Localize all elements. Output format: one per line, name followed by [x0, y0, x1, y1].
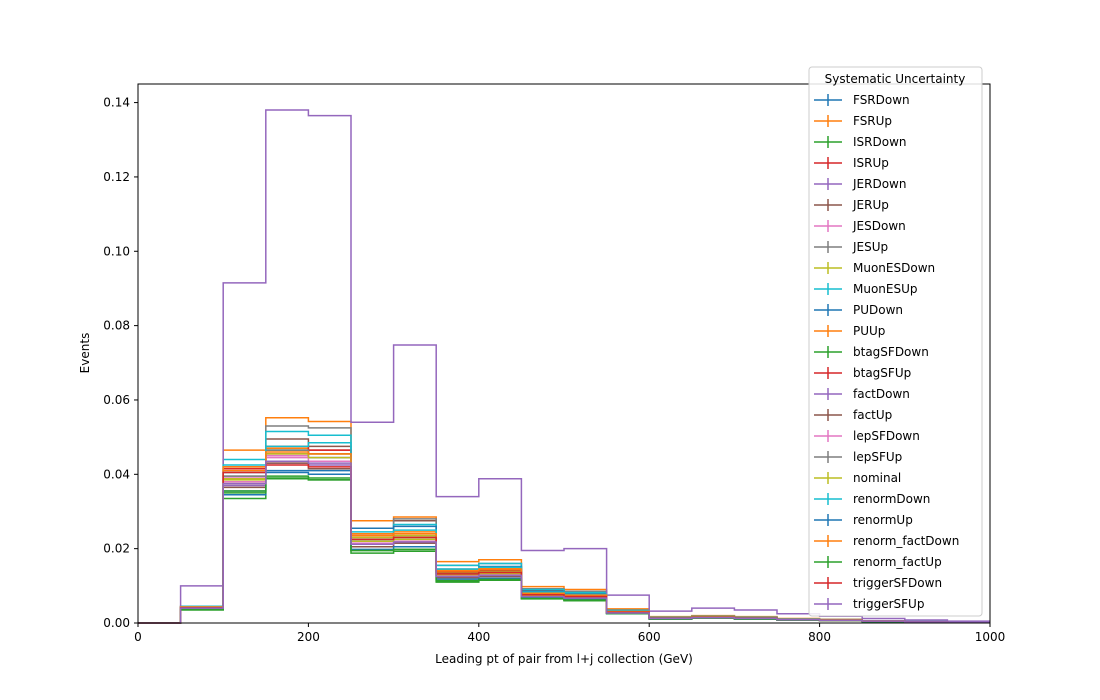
y-tick-label: 0.00 [103, 616, 130, 630]
legend-entry-factDown: factDown [814, 387, 910, 401]
legend-entry-PUUp: PUUp [814, 324, 885, 338]
legend-entry-renorm_factDown: renorm_factDown [814, 534, 959, 548]
legend-label: factDown [853, 387, 910, 401]
legend-label: btagSFUp [853, 366, 911, 380]
legend-entry-JERDown: JERDown [814, 177, 906, 191]
y-tick-label: 0.10 [103, 244, 130, 258]
x-tick-label: 200 [297, 630, 320, 644]
y-tick-label: 0.08 [103, 319, 130, 333]
legend-entry-btagSFUp: btagSFUp [814, 366, 911, 380]
legend-entry-PUDown: PUDown [814, 303, 903, 317]
legend-entry-lepSFDown: lepSFDown [814, 429, 920, 443]
legend-entry-lepSFUp: lepSFUp [814, 450, 902, 464]
legend-label: lepSFDown [853, 429, 920, 443]
series-line-triggerSFUp [138, 460, 990, 624]
x-tick-label: 0 [134, 630, 142, 644]
y-tick-label: 0.04 [103, 467, 130, 481]
legend-entry-FSRUp: FSRUp [814, 114, 892, 128]
legend-entry-JESUp: JESUp [814, 240, 888, 254]
legend-label: factUp [853, 408, 892, 422]
legend-label: renormDown [853, 492, 930, 506]
legend-label: triggerSFUp [853, 597, 924, 611]
legend-box [808, 66, 983, 617]
legend-label: JERUp [852, 198, 889, 212]
legend-label: FSRUp [853, 114, 892, 128]
legend-label: lepSFUp [853, 450, 902, 464]
legend-label: btagSFDown [853, 345, 929, 359]
y-axis-ticks: 0.00 0.02 0.04 0.06 0.08 0.10 0.12 0.14 [103, 96, 138, 630]
legend-entry-MuonESUp: MuonESUp [814, 282, 918, 296]
legend-entry-renormDown: renormDown [814, 492, 930, 506]
legend-entry-JESDown: JESDown [814, 219, 906, 233]
legend-label: nominal [853, 471, 901, 485]
legend-label: ISRDown [853, 135, 907, 149]
legend-label: renorm_factUp [853, 555, 942, 569]
y-tick-label: 0.12 [103, 170, 130, 184]
legend-label: FSRDown [853, 93, 910, 107]
legend-entry-ISRUp: ISRUp [814, 156, 889, 170]
legend-label: PUUp [853, 324, 885, 338]
y-tick-label: 0.14 [103, 96, 130, 110]
legend-label: JESDown [852, 219, 906, 233]
legend-entry-FSRDown: FSRDown [814, 93, 910, 107]
x-tick-label: 600 [638, 630, 661, 644]
plot-frame [137, 83, 991, 624]
legend-label: MuonESUp [853, 282, 918, 296]
legend-label: renorm_factDown [853, 534, 959, 548]
legend-label: JESUp [852, 240, 888, 254]
y-axis-label: Events [78, 333, 92, 374]
legend-label: PUDown [853, 303, 903, 317]
series-layer [138, 109, 990, 624]
x-tick-label: 1000 [975, 630, 1006, 644]
legend-items: FSRDown FSRUp ISRDown ISRUp JERDown JERUp JESD… [814, 93, 959, 611]
legend-entry-JERUp: JERUp [814, 198, 889, 212]
legend-entry-triggerSFDown: triggerSFDown [814, 576, 942, 590]
legend-entry-nominal: nominal [814, 471, 901, 485]
legend-label: JERDown [852, 177, 906, 191]
y-tick-label: 0.06 [103, 393, 130, 407]
legend-entry-ISRDown: ISRDown [814, 135, 907, 149]
y-tick-label: 0.02 [103, 542, 130, 556]
legend-entry-triggerSFUp: triggerSFUp [814, 597, 924, 611]
x-tick-label: 400 [467, 630, 490, 644]
legend-label: ISRUp [853, 156, 889, 170]
legend: Systematic Uncertainty FSRDown FSRUp ISRDo… [808, 66, 983, 617]
x-axis-ticks: 0 200 400 600 800 1000 [134, 623, 1005, 644]
legend-entry-renorm_factUp: renorm_factUp [814, 555, 942, 569]
x-tick-label: 800 [808, 630, 831, 644]
legend-label: MuonESDown [853, 261, 935, 275]
legend-entry-MuonESDown: MuonESDown [814, 261, 935, 275]
x-axis-label: Leading pt of pair from l+j collection (… [435, 652, 693, 666]
legend-label: renormUp [853, 513, 913, 527]
legend-title: Systematic Uncertainty [825, 72, 966, 86]
legend-entry-btagSFDown: btagSFDown [814, 345, 929, 359]
legend-entry-factUp: factUp [814, 408, 892, 422]
legend-entry-renormUp: renormUp [814, 513, 913, 527]
legend-label: triggerSFDown [853, 576, 942, 590]
